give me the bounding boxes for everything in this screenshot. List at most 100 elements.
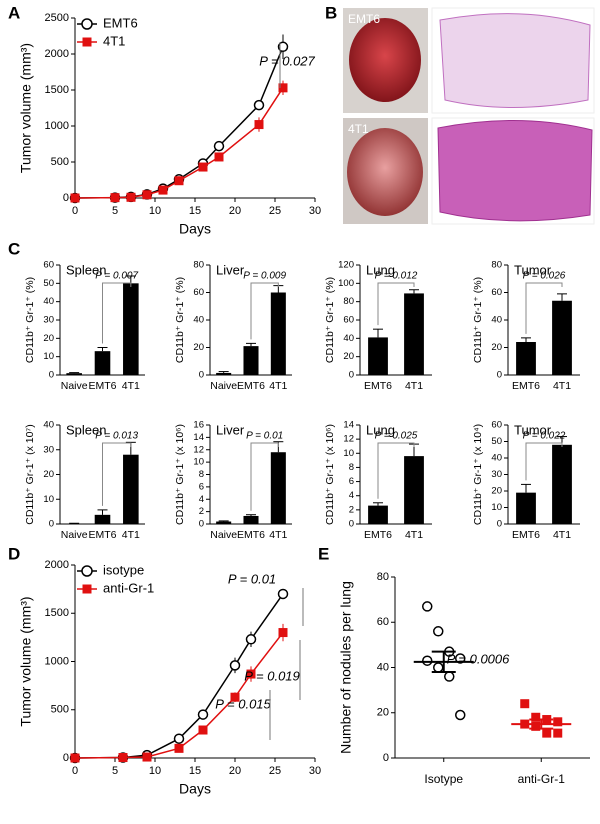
y-tick-label: 1500 <box>45 84 69 96</box>
annotation: P = 0.026 <box>523 271 566 282</box>
y-tick-label: 80 <box>377 571 389 583</box>
marker <box>542 728 552 738</box>
y-tick-label: 40 <box>193 315 204 326</box>
y-tick-label: 1500 <box>45 607 69 619</box>
y-tick-label: 1000 <box>45 655 69 667</box>
chart-title: Lung <box>366 422 395 437</box>
bar <box>123 283 139 375</box>
significance-bracket <box>525 442 563 481</box>
marker <box>126 192 136 202</box>
marker <box>520 699 530 709</box>
x-tick-label: 0 <box>72 205 78 217</box>
y-tick-label: 0 <box>497 519 502 530</box>
x-tick-label: 25 <box>269 205 281 217</box>
y-tick-label: 0 <box>49 370 54 381</box>
chart-title: Spleen <box>66 262 106 277</box>
y-axis-label: CD11b⁺ Gr-1⁺ (%) <box>324 277 336 363</box>
marker <box>197 709 209 720</box>
y-tick-label: 40 <box>43 420 54 431</box>
bar <box>270 452 286 524</box>
annotation: P = 0.015 <box>215 696 271 711</box>
x-tick-label: EMT6 <box>88 380 116 392</box>
y-tick-label: 20 <box>343 351 354 362</box>
y-tick-label: 0 <box>383 752 389 764</box>
y-tick-label: 0 <box>63 752 69 764</box>
y-tick-label: 30 <box>43 315 54 326</box>
y-tick-label: 80 <box>343 296 354 307</box>
y-tick-label: 20 <box>491 486 502 497</box>
y-tick-label: 120 <box>338 260 354 271</box>
y-axis-label: CD11b⁺ Gr-1⁺ (%) <box>472 277 484 363</box>
x-tick-label: EMT6 <box>512 529 540 541</box>
y-axis-label: CD11b⁺ Gr-1⁺ (x 10⁶) <box>174 424 186 525</box>
x-tick-label: 4T1 <box>553 380 571 392</box>
y-tick-label: 20 <box>193 342 204 353</box>
photo-label: 4T1 <box>348 122 369 136</box>
y-tick-label: 8 <box>349 462 354 473</box>
y-tick-label: 0 <box>497 370 502 381</box>
significance-bracket <box>525 282 563 334</box>
marker <box>229 660 241 671</box>
x-tick-label: EMT6 <box>512 380 540 392</box>
x-tick-label: EMT6 <box>88 529 116 541</box>
y-tick-label: 14 <box>343 420 354 431</box>
x-tick-label: 20 <box>229 205 241 217</box>
y-tick-label: 80 <box>193 260 204 271</box>
y-tick-label: 6 <box>349 476 354 487</box>
x-axis-label: Days <box>179 781 211 797</box>
marker <box>70 193 80 203</box>
y-tick-label: 30 <box>491 469 502 480</box>
marker <box>455 653 466 664</box>
y-tick-label: 2 <box>199 506 204 517</box>
x-tick-label: 4T1 <box>405 380 423 392</box>
y-axis-label: CD11b⁺ Gr-1⁺ (x 10⁷) <box>24 424 36 524</box>
y-tick-label: 50 <box>491 436 502 447</box>
x-tick-label: 5 <box>112 765 118 777</box>
bar <box>94 351 111 375</box>
marker <box>198 725 208 735</box>
bar <box>243 346 259 375</box>
y-tick-label: 500 <box>51 704 69 716</box>
marker <box>278 628 288 638</box>
marker <box>245 634 257 645</box>
marker <box>198 162 208 172</box>
marker <box>433 626 444 637</box>
marker <box>158 185 168 195</box>
annotation: P = 0.022 <box>523 431 566 442</box>
x-tick-label: 5 <box>112 205 118 217</box>
lung-photo <box>349 18 421 102</box>
marker <box>70 753 80 763</box>
legend-label: EMT6 <box>103 15 138 30</box>
y-axis-label: Tumor volume (mm³) <box>18 596 34 726</box>
chart-title: Spleen <box>66 422 106 437</box>
bar <box>94 514 111 524</box>
panel-label: B <box>325 3 337 22</box>
annotation: P = 0.01 <box>246 431 283 442</box>
marker <box>422 655 433 666</box>
marker <box>278 83 288 93</box>
marker <box>173 733 185 744</box>
y-tick-label: 6 <box>199 481 204 492</box>
y-tick-label: 30 <box>43 444 54 455</box>
y-tick-label: 40 <box>491 453 502 464</box>
y-tick-label: 40 <box>377 661 389 673</box>
x-tick-label: anti-Gr-1 <box>518 772 566 786</box>
significance-bracket <box>102 442 132 506</box>
panel-label: E <box>318 544 329 563</box>
legend-label: 4T1 <box>103 33 125 48</box>
x-tick-label: Naive <box>61 529 88 541</box>
y-tick-label: 0 <box>199 519 204 530</box>
x-tick-label: Naive <box>210 529 237 541</box>
significance-bracket <box>250 282 279 340</box>
panel-label: D <box>8 544 20 563</box>
marker <box>213 140 225 152</box>
y-tick-label: 8 <box>199 469 204 480</box>
bar <box>216 372 232 375</box>
y-tick-label: 0 <box>199 370 204 381</box>
marker <box>254 120 264 130</box>
annotation: P = 0.025 <box>375 431 418 442</box>
bar <box>216 521 232 524</box>
marker <box>531 721 541 731</box>
marker <box>174 743 184 753</box>
annotation: P = 0.01 <box>228 571 276 586</box>
